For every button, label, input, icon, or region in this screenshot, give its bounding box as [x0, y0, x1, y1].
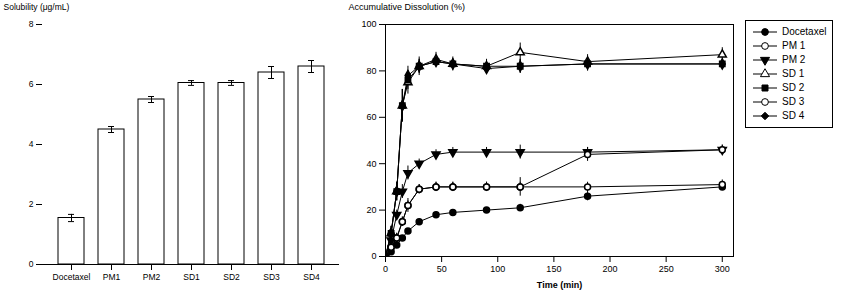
- svg-text:20: 20: [366, 205, 376, 215]
- svg-text:0: 0: [383, 264, 388, 274]
- svg-text:SD2: SD2: [223, 272, 240, 282]
- svg-text:2: 2: [29, 199, 34, 209]
- svg-text:PM1: PM1: [103, 272, 121, 282]
- svg-text:250: 250: [659, 264, 674, 274]
- svg-text:Solubility (μg/mL): Solubility (μg/mL): [4, 2, 70, 12]
- svg-text:0: 0: [29, 259, 34, 269]
- svg-text:6: 6: [29, 79, 34, 89]
- svg-text:150: 150: [546, 264, 561, 274]
- svg-text:Accumulative Dissolution (%): Accumulative Dissolution (%): [349, 2, 466, 12]
- svg-text:Docetaxel: Docetaxel: [53, 272, 91, 282]
- svg-text:SD1: SD1: [183, 272, 200, 282]
- svg-text:0: 0: [371, 251, 376, 261]
- svg-text:PM2: PM2: [143, 272, 161, 282]
- svg-text:200: 200: [603, 264, 618, 274]
- svg-text:SD4: SD4: [303, 272, 320, 282]
- svg-text:Time (min): Time (min): [537, 280, 582, 290]
- html-text:SD 1: SD 1: [782, 68, 805, 79]
- html-text:PM 2: PM 2: [782, 54, 806, 65]
- svg-text:100: 100: [361, 19, 376, 29]
- svg-text:300: 300: [715, 264, 730, 274]
- svg-text:60: 60: [366, 112, 376, 122]
- svg-text:8: 8: [29, 19, 34, 29]
- html-text:SD 4: SD 4: [782, 110, 805, 121]
- html-text:Docetaxel: Docetaxel: [782, 26, 827, 37]
- html-text:SD 3: SD 3: [782, 96, 805, 107]
- html-text:PM 1: PM 1: [782, 40, 806, 51]
- svg-text:80: 80: [366, 66, 376, 76]
- svg-text:40: 40: [366, 159, 376, 169]
- svg-text:100: 100: [490, 264, 505, 274]
- svg-text:SD3: SD3: [263, 272, 280, 282]
- html-text:SD 2: SD 2: [782, 82, 805, 93]
- svg-text:4: 4: [29, 139, 34, 149]
- svg-text:50: 50: [437, 264, 447, 274]
